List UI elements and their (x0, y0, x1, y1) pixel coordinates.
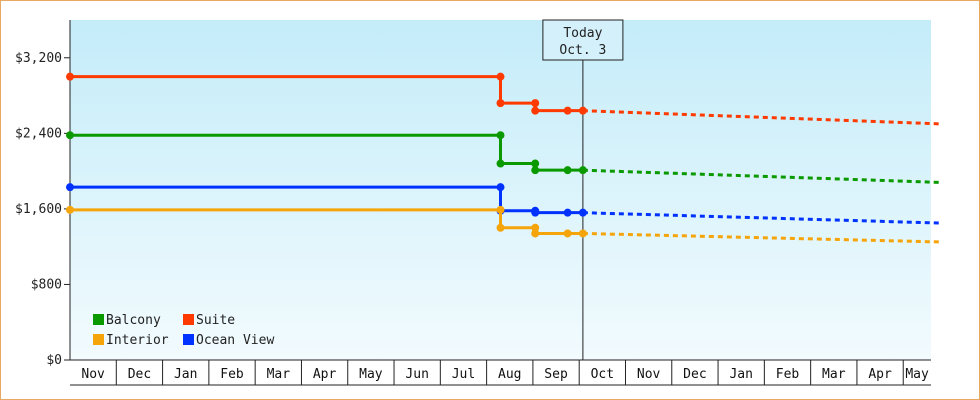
data-point-balcony (563, 166, 572, 175)
legend-swatch-balcony (93, 314, 104, 325)
data-point-interior (496, 205, 505, 214)
forecast-line-balcony (582, 168, 941, 184)
today-date: Oct. 3 (559, 43, 606, 58)
data-point-suite (496, 99, 505, 108)
data-point-balcony (496, 159, 505, 168)
data-point-balcony (66, 131, 74, 140)
data-point-ocean-view (496, 183, 505, 192)
month-label: Feb (776, 367, 800, 382)
month-label: Feb (220, 367, 244, 382)
data-point-suite (531, 106, 540, 115)
legend-swatch-suite (183, 314, 194, 325)
month-label: Oct (591, 367, 614, 382)
legend-label-ocean-view: Ocean View (196, 333, 274, 348)
month-label: Aug (498, 367, 521, 382)
data-point-interior (578, 229, 587, 238)
data-point-balcony (578, 166, 587, 175)
data-point-ocean-view (578, 208, 587, 217)
month-label: Apr (868, 367, 892, 382)
data-point-interior (66, 205, 74, 214)
data-point-suite (531, 99, 540, 108)
data-point-suite (563, 106, 572, 115)
forecast-line-suite (582, 109, 941, 126)
data-point-interior (531, 229, 540, 238)
month-label: May (359, 367, 383, 382)
legend-swatch-ocean-view (183, 334, 194, 345)
y-axis: $0 $800 $1,600 $2,400 $3,200 (15, 20, 71, 368)
y-tick-label: $800 (31, 277, 62, 292)
data-point-balcony (531, 159, 540, 168)
data-point-interior (496, 223, 505, 232)
month-label: Mar (822, 367, 846, 382)
month-label: Jul (452, 367, 475, 382)
y-tick-label: $3,200 (15, 51, 62, 66)
data-point-ocean-view (66, 183, 74, 192)
month-label: Nov (637, 367, 661, 382)
data-point-balcony (531, 166, 540, 175)
forecast-line-interior (582, 231, 941, 244)
data-point-ocean-view (531, 208, 540, 217)
month-label: Dec (683, 367, 706, 382)
y-tick-label: $2,400 (15, 126, 62, 141)
data-point-suite (496, 72, 505, 81)
data-point-suite (578, 106, 587, 115)
month-label: Jan (729, 367, 752, 382)
data-point-ocean-view (563, 208, 572, 217)
month-label: Nov (81, 367, 105, 382)
month-label: Mar (267, 367, 291, 382)
data-point-interior (563, 229, 572, 238)
legend-label-suite: Suite (196, 313, 235, 328)
month-label: May (905, 367, 929, 382)
month-label: Sep (544, 367, 568, 382)
series-layer (66, 72, 941, 244)
month-label: Apr (313, 367, 337, 382)
legend-swatch-interior (93, 334, 104, 345)
today-label: Today (563, 26, 602, 41)
month-label: Dec (128, 367, 151, 382)
y-tick-label: $0 (46, 353, 62, 368)
legend: Balcony Suite Interior Ocean View (93, 313, 274, 348)
data-point-balcony (496, 131, 505, 140)
x-axis: Nov Dec Jan Feb Mar Apr May Jun Jul Aug Sep Oct Nov D… (70, 359, 931, 386)
legend-label-interior: Interior (106, 333, 169, 348)
data-point-interior (531, 223, 540, 232)
y-tick-label: $1,600 (15, 202, 62, 217)
month-label: Jan (174, 367, 197, 382)
forecast-line-ocean-view (582, 211, 941, 225)
month-label: Jun (405, 367, 428, 382)
today-label-box (542, 19, 624, 61)
data-point-suite (66, 72, 74, 81)
legend-label-balcony: Balcony (106, 313, 161, 328)
